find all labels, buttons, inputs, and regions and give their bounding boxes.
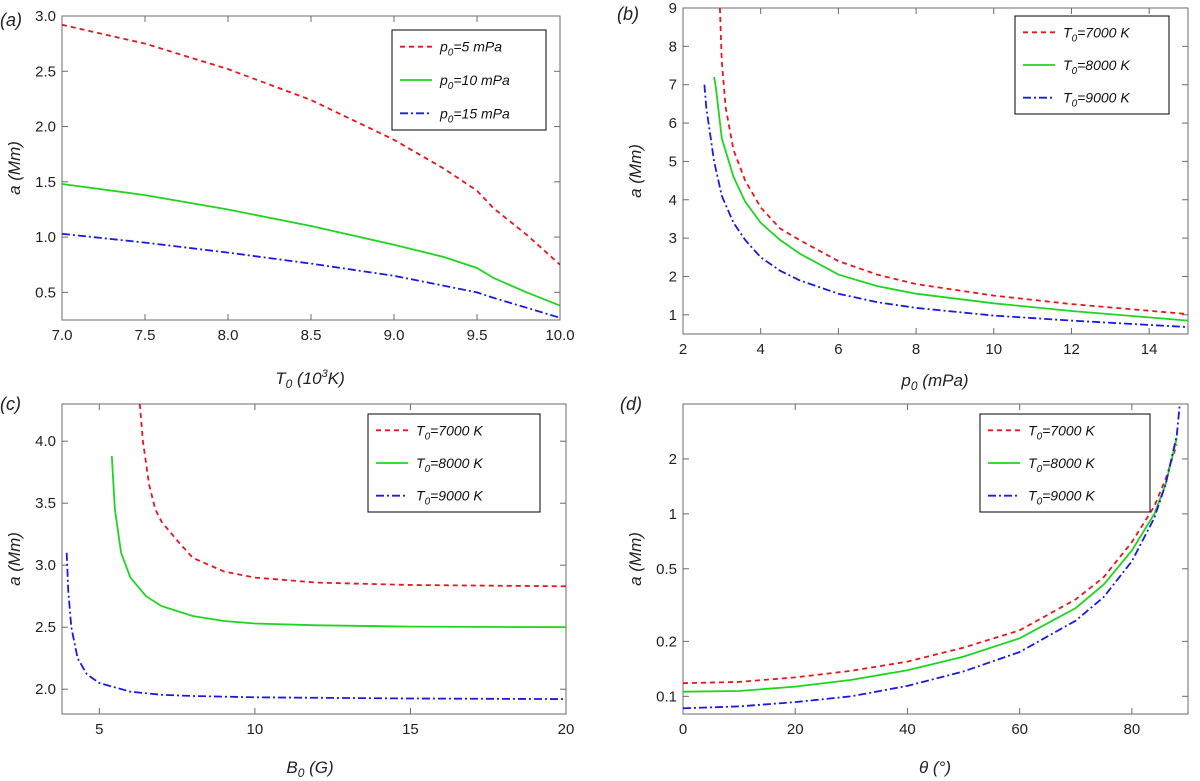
series-line-2 xyxy=(713,76,1188,322)
x-tick-label: 6 xyxy=(834,341,842,358)
legend-entry: T0=9000 K xyxy=(416,488,483,508)
x-tick-label: 15 xyxy=(402,721,419,738)
panel-label: (d) xyxy=(620,394,642,414)
y-axis-label: a (Mm) xyxy=(626,144,645,198)
legend: T0=7000 K T0=8000 K T0=9000 K xyxy=(1014,15,1170,115)
series-line-3 xyxy=(65,552,566,700)
x-tick-label: 5 xyxy=(95,721,103,738)
x-tick-label: 8.5 xyxy=(301,327,322,344)
x-tick-label: 7.5 xyxy=(135,327,156,344)
plot-frame xyxy=(61,403,567,715)
x-tick-label: 20 xyxy=(787,721,804,738)
y-tick-label: 3.0 xyxy=(35,557,56,574)
y-tick-label: 1.5 xyxy=(35,174,56,191)
legend-entry: p0=15 mPa xyxy=(439,105,510,125)
y-tick-label: 2 xyxy=(669,451,677,468)
y-tick-label: 0.5 xyxy=(35,284,56,301)
y-axis-label: a (Mm) xyxy=(5,532,24,586)
y-tick-label: 0.2 xyxy=(656,633,677,650)
legend-entry: T0=8000 K xyxy=(416,455,483,475)
y-axis-label: a (Mm) xyxy=(5,141,24,195)
x-tick-label: 4 xyxy=(757,341,765,358)
x-axis-label: θ (°) xyxy=(919,758,951,777)
x-tick-label: 8.0 xyxy=(218,327,239,344)
x-tick-label: 80 xyxy=(1124,721,1141,738)
y-tick-label: 8 xyxy=(669,38,677,55)
series-line-3 xyxy=(62,232,560,319)
legend-entry: p0=5 mPa xyxy=(439,39,502,59)
legend: T0=7000 K T0=8000 K T0=9000 K xyxy=(367,413,541,513)
legend: p0=5 mPa p0=10 mPa p0=15 mPa xyxy=(391,29,547,131)
panel-label: (b) xyxy=(617,4,639,24)
panel-c: 5 10 15 20 2.0 2.5 3.0 3.5 4.0 T0=7000 K T0=8000 K… xyxy=(0,394,574,780)
y-tick-label: 0.5 xyxy=(656,561,677,578)
legend-entry: T0=7000 K xyxy=(1028,422,1095,442)
panel-label: (a) xyxy=(0,10,22,30)
plot-frame xyxy=(682,7,1189,335)
y-tick-label: 3.0 xyxy=(35,8,56,25)
series-line-3 xyxy=(683,405,1181,710)
legend-entry: T0=8000 K xyxy=(1063,57,1130,77)
y-tick-label: 6 xyxy=(669,115,677,132)
y-tick-label: 7 xyxy=(669,77,677,94)
series-line-2 xyxy=(683,437,1178,693)
series-line-2 xyxy=(110,456,566,629)
panel-label: (c) xyxy=(0,394,21,414)
x-tick-label: 40 xyxy=(899,721,916,738)
x-axis-label: B0 (G) xyxy=(286,758,333,780)
legend-entry: p0=10 mPa xyxy=(439,72,510,92)
series-line-3 xyxy=(703,84,1188,328)
x-tick-label: 2 xyxy=(679,341,687,358)
y-tick-label: 4 xyxy=(669,192,677,209)
x-tick-label: 10 xyxy=(247,721,264,738)
legend-entry: T0=7000 K xyxy=(1063,24,1130,44)
x-axis-label: p0 (mPa) xyxy=(900,371,968,393)
legend: T0=7000 K T0=8000 K T0=9000 K xyxy=(979,413,1151,513)
panel-a: 7.0 7.5 8.0 8.5 9.0 9.5 10.0 0.5 1.0 1.5 2.0 2.5 3.0… xyxy=(0,8,575,391)
y-tick-label: 0.1 xyxy=(656,688,677,705)
series-line-1 xyxy=(683,444,1178,685)
legend-entry: T0=7000 K xyxy=(416,422,483,442)
y-tick-label: 2.5 xyxy=(35,619,56,636)
x-tick-label: 7.0 xyxy=(52,327,73,344)
y-tick-label: 3 xyxy=(669,230,677,247)
x-tick-label: 10.0 xyxy=(545,327,574,344)
legend-entry: T0=9000 K xyxy=(1063,90,1130,110)
y-tick-label: 1 xyxy=(669,506,677,523)
y-axis-label: a (Mm) xyxy=(626,532,645,586)
y-tick-label: 1.0 xyxy=(35,229,56,246)
y-tick-label: 5 xyxy=(669,153,677,170)
x-tick-label: 20 xyxy=(558,721,575,738)
x-tick-label: 60 xyxy=(1011,721,1028,738)
x-tick-label: 9.0 xyxy=(384,327,405,344)
x-axis-label: T0 (103K) xyxy=(275,368,345,391)
y-tick-label: 2.0 xyxy=(35,681,56,698)
y-tick-label: 3.5 xyxy=(35,495,56,512)
x-tick-label: 14 xyxy=(1141,341,1158,358)
series-line-1 xyxy=(719,8,1188,315)
x-tick-label: 9.5 xyxy=(467,327,488,344)
legend-entry: T0=9000 K xyxy=(1028,488,1095,508)
legend-entry: T0=8000 K xyxy=(1028,455,1095,475)
x-tick-label: 8 xyxy=(912,341,920,358)
y-tick-label: 4.0 xyxy=(35,433,56,450)
y-tick-label: 2 xyxy=(669,268,677,285)
y-tick-label: 1 xyxy=(669,307,677,324)
plot-frame xyxy=(682,403,1189,715)
series-line-1 xyxy=(138,404,566,588)
series-line-2 xyxy=(62,183,560,307)
x-tick-label: 0 xyxy=(679,721,687,738)
y-tick-label: 9 xyxy=(669,0,677,17)
y-tick-label: 2.0 xyxy=(35,119,56,136)
series-line-1 xyxy=(62,23,560,266)
x-tick-label: 12 xyxy=(1063,341,1080,358)
x-tick-label: 10 xyxy=(985,341,1002,358)
y-tick-label: 2.5 xyxy=(35,63,56,80)
